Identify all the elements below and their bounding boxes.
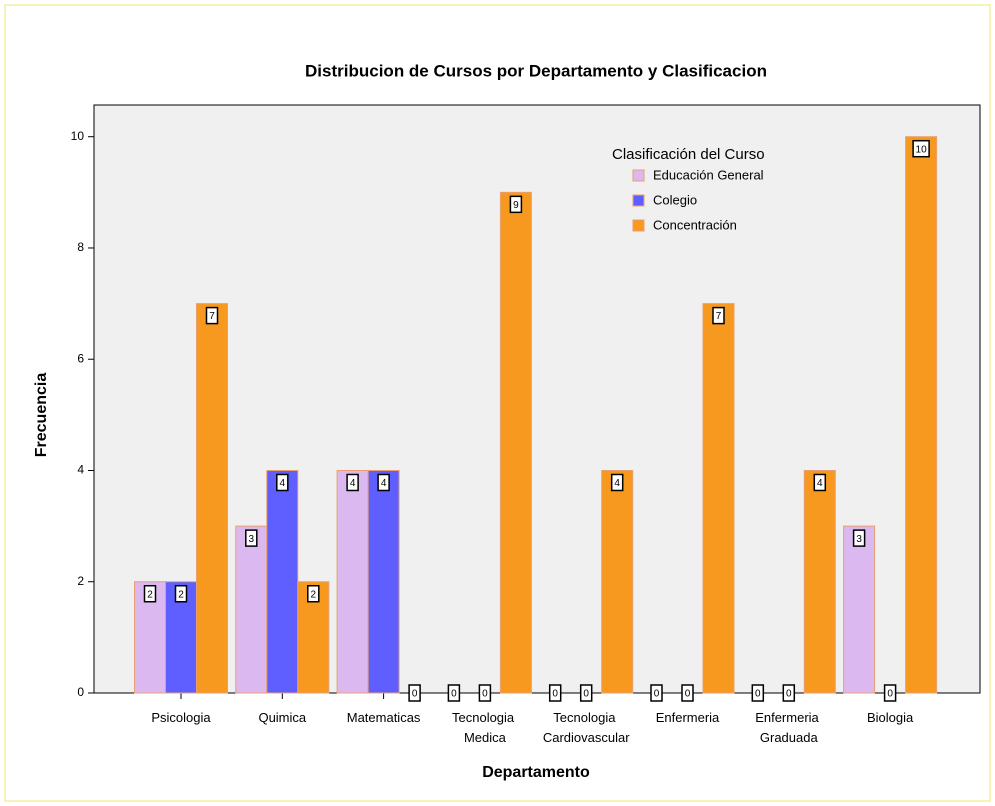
value-label-box: [681, 684, 694, 702]
y-tick-label: 4: [77, 463, 84, 477]
bar: [843, 525, 876, 694]
value-label-box: [307, 584, 320, 603]
value-label: 4: [381, 478, 387, 489]
value-label-box: [478, 684, 492, 702]
value-label: 0: [552, 689, 558, 700]
legend-label: Colegio: [653, 192, 697, 207]
value-label: 0: [786, 689, 792, 700]
value-label-box: [447, 684, 461, 702]
value-label: 0: [755, 689, 761, 700]
x-tick-label: Biologia: [867, 710, 914, 725]
value-label: 4: [280, 478, 286, 489]
bar: [266, 469, 299, 694]
value-label-box: [610, 473, 624, 492]
value-label-box: [883, 684, 897, 702]
value-label: 2: [147, 589, 153, 600]
value-label: 0: [451, 689, 457, 700]
bar: [499, 191, 532, 694]
x-tick-label: Enfermeria Graduada: [755, 710, 822, 745]
value-label-box: [751, 684, 765, 702]
y-axis-label: Frecuencia: [33, 373, 50, 458]
bar: [196, 303, 228, 694]
value-label: 10: [916, 144, 928, 155]
value-label: 0: [583, 689, 589, 700]
bar: [803, 469, 836, 694]
value-label: 9: [513, 200, 519, 211]
value-label: 0: [412, 689, 418, 700]
value-label-box: [782, 684, 796, 702]
x-tick-label: Tecnologia Cardiovascular: [543, 710, 630, 745]
value-label-box: [813, 473, 827, 492]
value-label: 4: [350, 478, 356, 489]
value-label: 2: [311, 589, 317, 600]
x-tick-label: Quimica: [258, 710, 306, 725]
value-label-box: [852, 529, 866, 547]
y-tick-label: 10: [71, 129, 85, 143]
y-tick-label: 2: [77, 574, 84, 588]
legend-swatch: [632, 219, 645, 232]
value-label-box: [650, 684, 663, 702]
value-label: 0: [887, 689, 893, 700]
bar: [601, 469, 634, 694]
value-label-box: [174, 584, 188, 603]
bar: [336, 469, 369, 694]
value-label-box: [143, 584, 157, 603]
bar: [235, 525, 268, 694]
value-label-box: [548, 684, 562, 702]
value-label-box: [377, 473, 390, 492]
value-label-box: [276, 473, 289, 492]
bar: [702, 303, 735, 694]
legend-swatch: [632, 169, 645, 182]
value-label-box: [712, 306, 725, 325]
bar: [367, 469, 400, 694]
value-label: 0: [654, 689, 660, 700]
value-label: 2: [178, 589, 184, 600]
legend-title: Clasificación del Curso: [612, 146, 765, 163]
value-label-box: [205, 306, 219, 325]
value-label-box: [346, 473, 359, 492]
y-tick-label: 6: [77, 351, 84, 365]
legend-label: Educación General: [653, 167, 764, 182]
value-label: 3: [856, 534, 862, 545]
x-tick-label: Tecnologia Medica: [452, 710, 518, 745]
value-label-box: [408, 684, 421, 702]
x-tick-label: Enfermeria: [656, 710, 720, 725]
legend-swatch: [632, 194, 645, 207]
x-tick-label: Matematicas: [347, 710, 421, 725]
y-tick-label: 0: [77, 685, 84, 699]
chart-title: Distribucion de Cursos por Departamento …: [305, 61, 767, 80]
value-label: 7: [209, 311, 215, 322]
value-label: 0: [482, 689, 488, 700]
value-label-box: [912, 139, 930, 158]
value-label: 3: [249, 534, 255, 545]
value-label: 4: [614, 478, 620, 489]
legend-label: Concentración: [653, 217, 737, 232]
value-label-box: [245, 529, 258, 547]
value-label: 0: [685, 689, 691, 700]
y-tick-label: 8: [77, 240, 84, 254]
value-label-box: [509, 195, 523, 214]
value-label: 4: [817, 478, 823, 489]
bar: [905, 136, 938, 694]
x-axis-label: Departamento: [482, 764, 590, 781]
x-tick-label: Psicologia: [151, 710, 211, 725]
value-label-box: [579, 684, 593, 702]
value-label: 7: [716, 311, 722, 322]
